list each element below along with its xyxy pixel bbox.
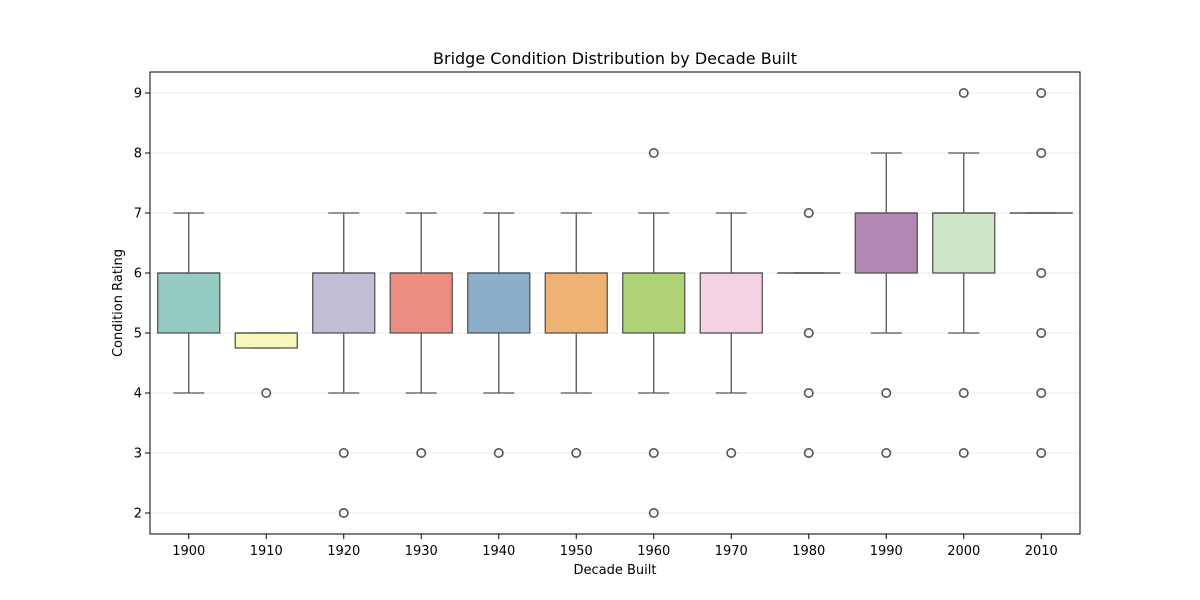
- outlier-point: [493, 447, 504, 458]
- box-1990: [854, 152, 918, 458]
- x-tick-label: 1910: [250, 544, 283, 559]
- iqr-box: [932, 212, 996, 274]
- x-tick-label: 1930: [405, 544, 438, 559]
- box-1960: [622, 148, 686, 518]
- outlier-point: [261, 387, 272, 398]
- grid-lines: [150, 92, 1080, 514]
- iqr-box: [157, 272, 221, 334]
- x-tick-label: 1960: [637, 544, 670, 559]
- x-tick-label: 1990: [870, 544, 903, 559]
- y-tick-label: 2: [134, 507, 142, 522]
- chart-title: Bridge Condition Distribution by Decade …: [433, 49, 797, 68]
- box-1950: [544, 212, 608, 458]
- box-1920: [312, 212, 376, 518]
- y-tick-label: 4: [134, 387, 142, 402]
- box-1900: [157, 212, 221, 394]
- outlier-point: [1036, 447, 1047, 458]
- outlier-point: [958, 88, 969, 99]
- y-tick-label: 5: [134, 327, 142, 342]
- iqr-box: [854, 212, 918, 274]
- box-1980: [777, 208, 841, 458]
- iqr-box: [389, 272, 453, 334]
- iqr-box: [699, 272, 763, 334]
- y-axis-ticks: 2 3 4 5 6 7 8 9: [134, 87, 150, 522]
- x-tick-label: 1920: [327, 544, 360, 559]
- x-tick-label: 1900: [172, 544, 205, 559]
- outlier-point: [803, 447, 814, 458]
- y-axis-label: Condition Rating: [111, 249, 126, 357]
- outlier-point: [1036, 387, 1047, 398]
- outlier-point: [881, 387, 892, 398]
- iqr-box: [234, 332, 298, 349]
- outlier-point: [1036, 327, 1047, 338]
- outlier-point: [803, 327, 814, 338]
- box-1930: [389, 212, 453, 458]
- iqr-box: [312, 272, 376, 334]
- outlier-point: [648, 148, 659, 159]
- outlier-point: [803, 387, 814, 398]
- boxes: [157, 88, 1073, 518]
- iqr-box: [467, 272, 531, 334]
- y-tick-label: 8: [134, 147, 142, 162]
- box-1970: [699, 212, 763, 458]
- outlier-point: [1036, 148, 1047, 159]
- x-tick-label: 1950: [560, 544, 593, 559]
- outlier-point: [416, 447, 427, 458]
- outlier-point: [338, 447, 349, 458]
- outlier-point: [958, 447, 969, 458]
- y-tick-label: 7: [134, 207, 142, 222]
- x-tick-label: 2010: [1025, 544, 1058, 559]
- outlier-point: [1036, 88, 1047, 99]
- outlier-point: [803, 208, 814, 219]
- iqr-box: [544, 272, 608, 334]
- plot-area-frame: [149, 71, 1081, 535]
- x-axis-label: Decade Built: [574, 563, 657, 578]
- iqr-box: [622, 272, 686, 334]
- outlier-point: [726, 447, 737, 458]
- y-tick-label: 6: [134, 267, 142, 282]
- x-tick-label: 1980: [792, 544, 825, 559]
- box-2010: [1009, 88, 1073, 458]
- box-2000: [932, 88, 996, 458]
- outlier-point: [338, 507, 349, 518]
- box-1940: [467, 212, 531, 458]
- outlier-point: [881, 447, 892, 458]
- y-tick-label: 9: [134, 87, 142, 102]
- x-tick-label: 1940: [482, 544, 515, 559]
- outlier-point: [648, 507, 659, 518]
- x-axis-ticks: 1900 1910 1920 1930 1940 1950 1960 1970 1980 1990…: [172, 534, 1058, 559]
- x-tick-label: 2000: [947, 544, 980, 559]
- box-1910: [234, 332, 298, 398]
- x-tick-label: 1970: [715, 544, 748, 559]
- y-tick-label: 3: [134, 447, 142, 462]
- outlier-point: [958, 387, 969, 398]
- outlier-point: [648, 447, 659, 458]
- outlier-point: [571, 447, 582, 458]
- outlier-point: [1036, 267, 1047, 278]
